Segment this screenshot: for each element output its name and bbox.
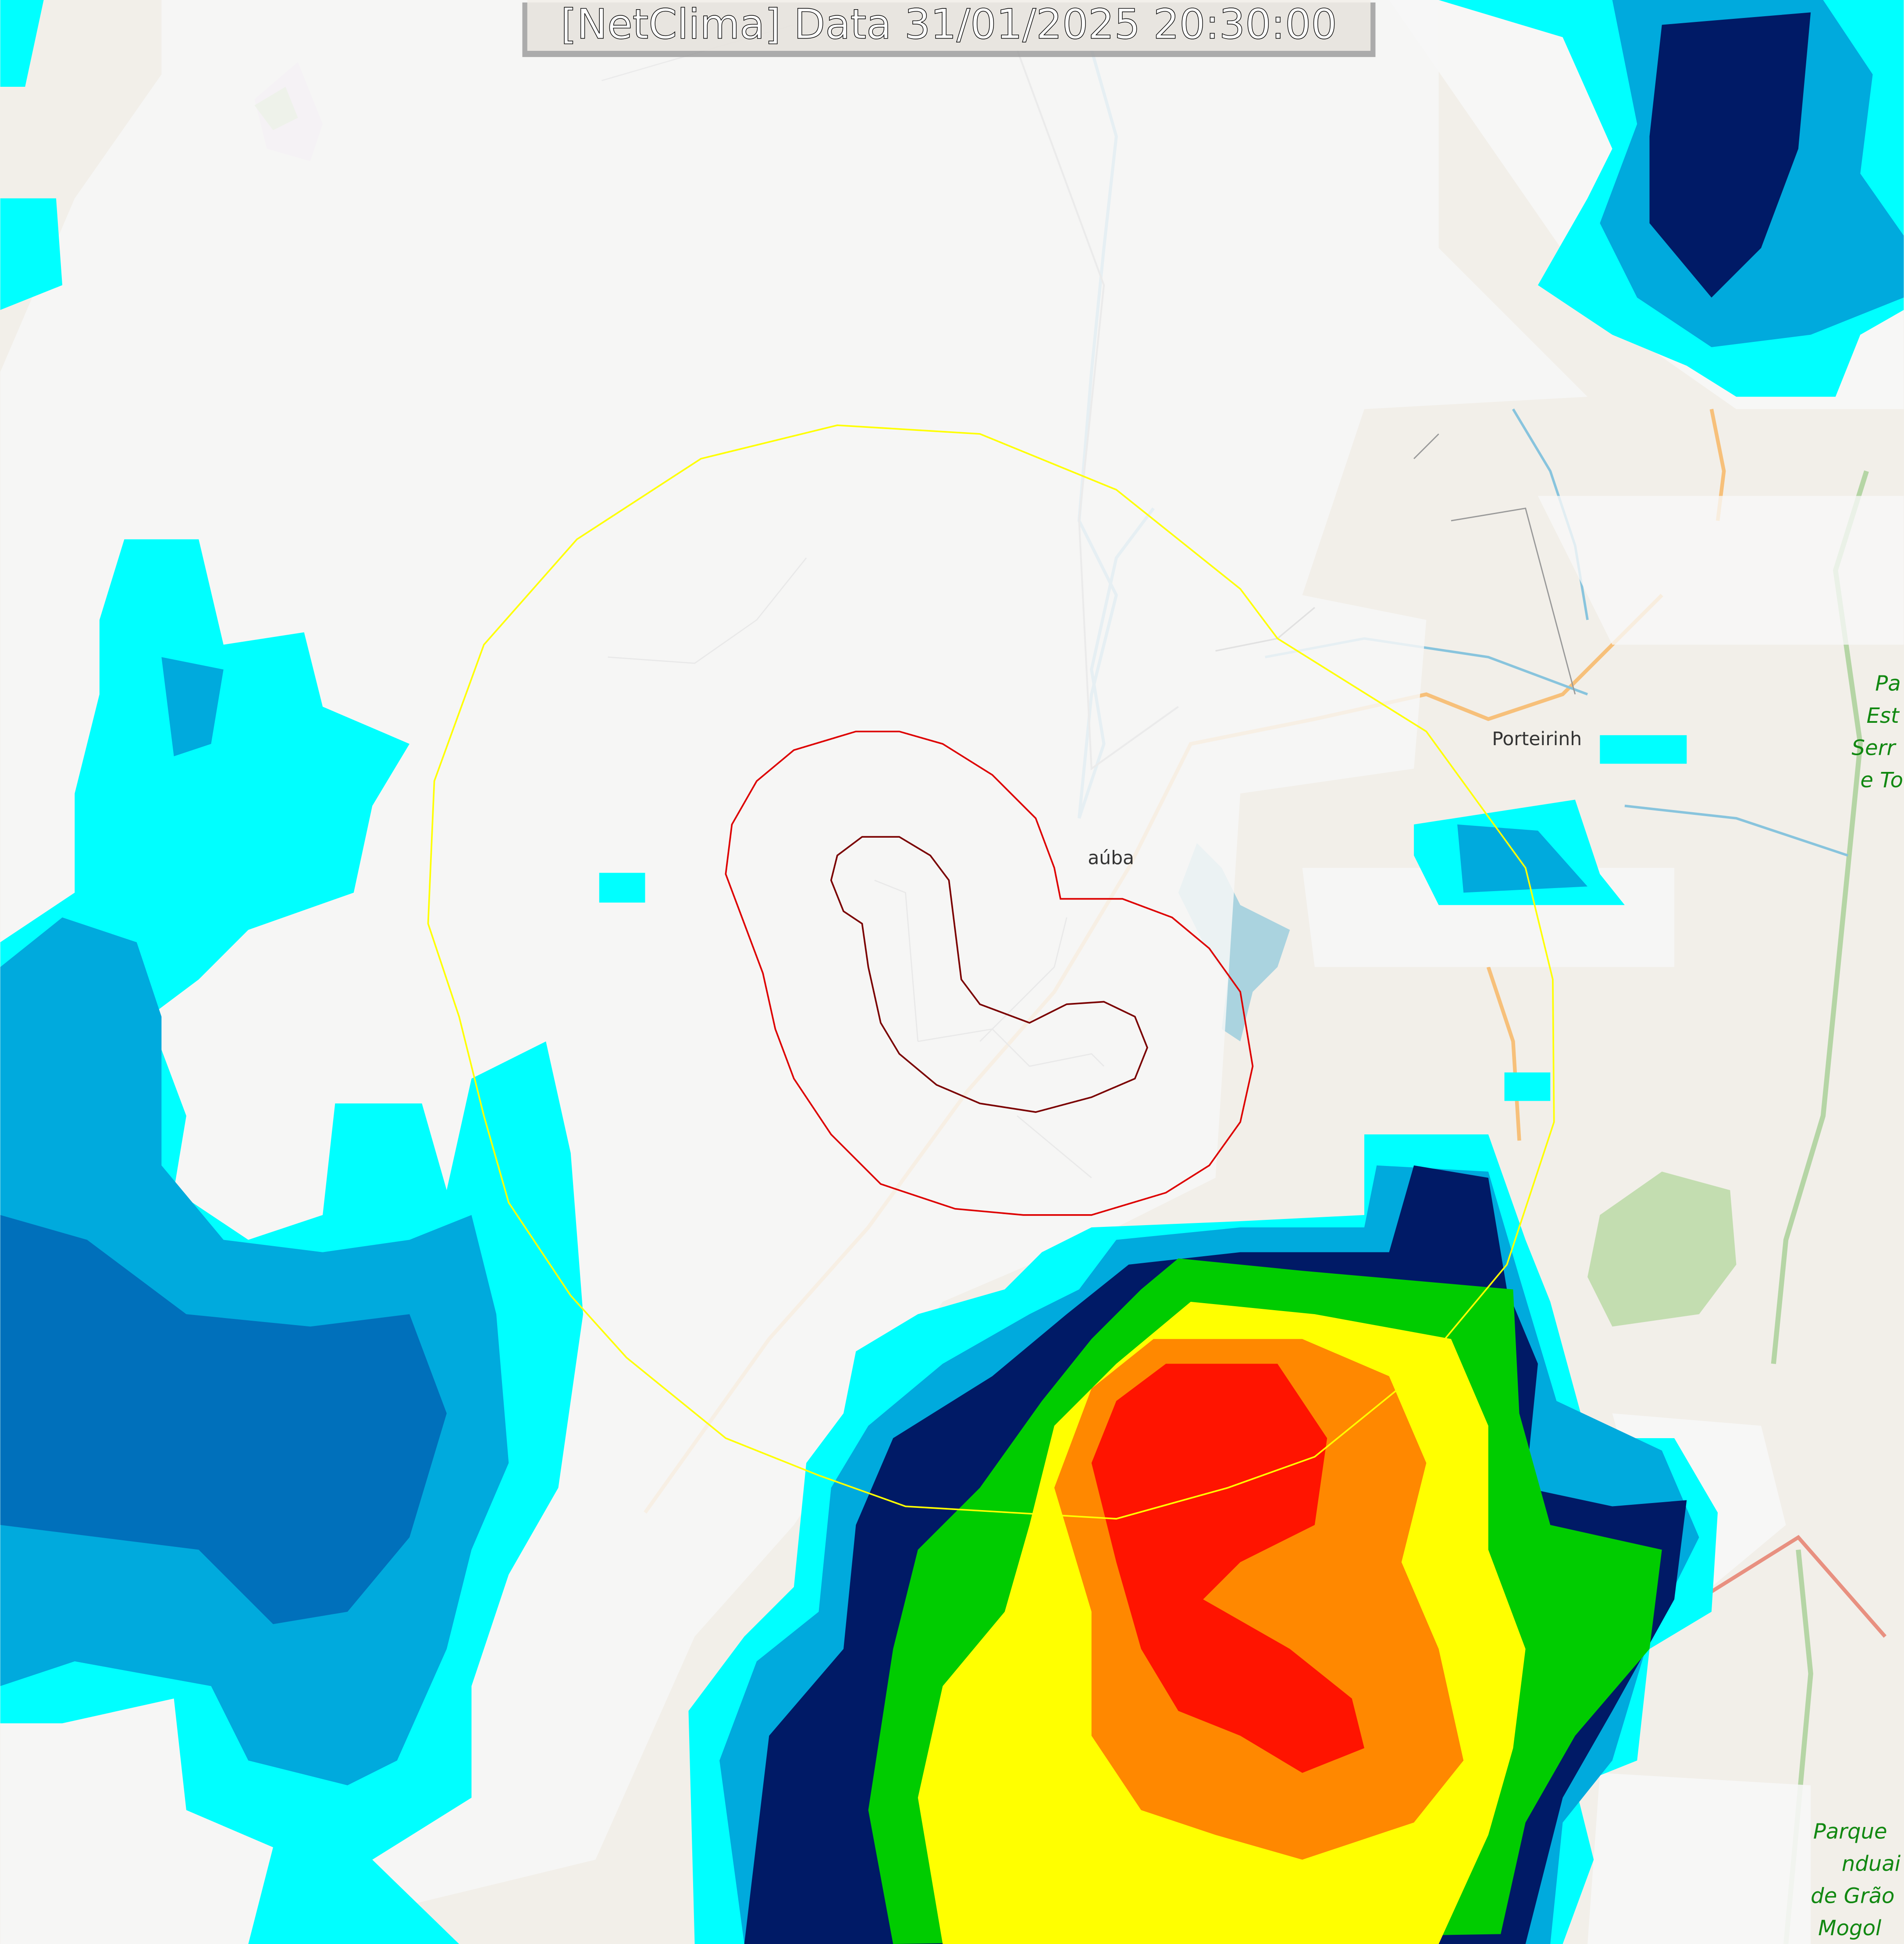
place-label-janauba: aúba xyxy=(1088,847,1134,869)
timestamp-text: [NetClima] Data 31/01/2025 20:30:00 xyxy=(561,1,1337,49)
rain-echo-light xyxy=(0,0,44,87)
timestamp-label: [NetClima] Data 31/01/2025 20:30:00 xyxy=(522,0,1376,57)
place-labels: Porteirinh aúba Pa Est Serr e To Parque … xyxy=(1088,671,1903,1940)
park-label-line: Parque xyxy=(1813,1820,1887,1844)
rain-echo-light xyxy=(599,873,645,903)
rain-echo-mid xyxy=(1457,824,1588,893)
rain-echo-red xyxy=(1091,1364,1364,1773)
park-label-line: Est xyxy=(1866,704,1900,728)
rain-echo-light xyxy=(1600,735,1687,764)
road xyxy=(1486,966,1521,1141)
park-label-top: Pa Est Serr e To xyxy=(1852,671,1904,793)
park-label-line: e To xyxy=(1860,768,1903,793)
rain-echo-blue xyxy=(0,1215,447,1624)
rain-echo-light xyxy=(1504,1072,1551,1101)
range-rings xyxy=(427,424,1555,1520)
innermost-range-ring xyxy=(830,836,1148,1113)
park-label-line: de Grão xyxy=(1811,1884,1894,1908)
rain-echo-dark xyxy=(1649,12,1811,298)
road-minor xyxy=(1413,433,1576,695)
timestamp-box xyxy=(527,0,1371,51)
rain-echo-light xyxy=(0,198,63,310)
place-label-porteirinha: Porteirinh xyxy=(1492,729,1582,750)
park-label-line: Mogol xyxy=(1818,1916,1882,1940)
cloud-echo xyxy=(1537,496,1904,645)
park-label-bottom: Parque nduai de Grão Mogol xyxy=(1811,1820,1901,1941)
park-label-line: Pa xyxy=(1875,671,1900,696)
park-label-line: nduai xyxy=(1842,1852,1901,1876)
road xyxy=(1698,1535,1887,1638)
rain-echo-mid xyxy=(161,657,224,757)
inner-range-ring xyxy=(725,730,1254,1216)
outer-range-ring xyxy=(427,424,1555,1520)
river xyxy=(1624,804,1848,857)
cloud-echo xyxy=(1587,1773,1811,1944)
park-area xyxy=(1587,1171,1737,1327)
park-label-line: Serr xyxy=(1852,736,1897,761)
